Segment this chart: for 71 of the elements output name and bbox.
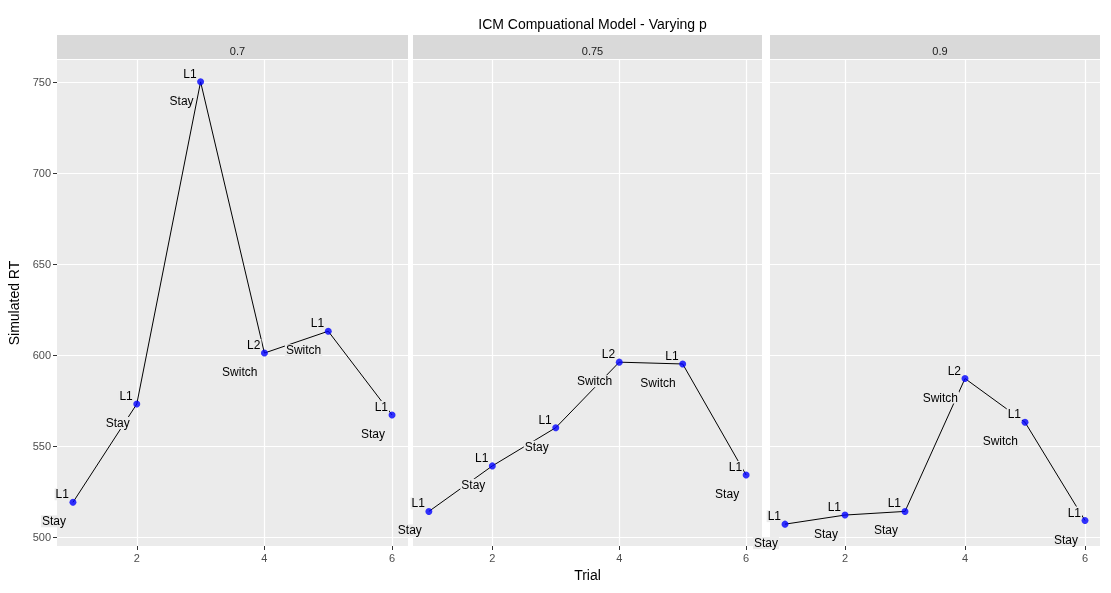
annotation: Stay	[715, 487, 740, 502]
annotation: Stay	[461, 477, 486, 492]
x-axis-title: Trial	[574, 566, 601, 583]
annotation: L1	[887, 496, 902, 511]
y-tick-label: 650	[32, 257, 51, 270]
annotation: Switch	[285, 343, 322, 358]
point	[961, 375, 969, 383]
annotation: Switch	[982, 434, 1018, 449]
chart-subtitle: 0.9	[932, 44, 948, 57]
chart-subtitle: 0.75	[581, 44, 604, 57]
annotation: Stay	[397, 523, 422, 538]
annotation: L1	[1007, 407, 1022, 422]
point	[552, 424, 560, 432]
annotation: Stay	[361, 426, 386, 441]
x-tick-label: 6	[743, 551, 750, 564]
point	[69, 498, 77, 506]
point	[488, 462, 496, 470]
chart-subtitle: 0.7	[229, 44, 246, 57]
chart-title: ICM Compuational Model - Varying p	[478, 16, 707, 32]
annotation: Switch	[222, 365, 258, 380]
annotation: Stay	[169, 93, 194, 108]
annotation: L2	[601, 347, 616, 362]
annotation: L2	[947, 363, 962, 378]
y-tick-label: 550	[32, 439, 51, 452]
y-axis-title: Simulated RT	[6, 260, 22, 346]
annotation: Switch	[640, 375, 676, 390]
x-tick-label: 4	[961, 551, 969, 564]
annotation: L1	[183, 66, 197, 81]
x-tick-label: 6	[388, 551, 396, 564]
annotation: L1	[728, 460, 743, 475]
annotation: L1	[374, 399, 389, 414]
point	[615, 358, 623, 366]
annotation: Switch	[922, 390, 958, 405]
point	[425, 507, 433, 515]
annotation: L1	[1067, 505, 1082, 520]
annotation: L1	[827, 500, 842, 515]
annotation: L1	[474, 450, 489, 465]
annotation: L2	[247, 338, 261, 353]
annotation: L1	[538, 412, 553, 427]
point	[260, 349, 268, 357]
y-tick-label: 500	[32, 530, 51, 543]
x-tick-label: 2	[841, 551, 849, 564]
point	[1021, 418, 1029, 426]
annotation: L1	[665, 348, 679, 363]
x-tick-label: 4	[261, 551, 268, 564]
point	[133, 400, 141, 408]
annotation: Stay	[1053, 532, 1078, 547]
y-tick-label: 600	[32, 348, 51, 361]
annotation: Stay	[524, 439, 549, 454]
annotation: Stay	[813, 527, 838, 542]
annotation: L1	[310, 316, 325, 331]
point	[324, 327, 332, 335]
annotation: L1	[411, 496, 426, 511]
x-tick-label: 6	[1081, 551, 1089, 564]
y-tick-label: 750	[32, 75, 51, 88]
annotation: Stay	[105, 416, 130, 431]
point	[679, 360, 687, 368]
annotation: L1	[767, 509, 782, 524]
annotation: Stay	[753, 536, 778, 551]
y-tick-label: 700	[32, 166, 51, 179]
point	[901, 507, 909, 515]
annotation: L1	[119, 389, 134, 404]
x-tick-label: 2	[133, 551, 140, 564]
point	[197, 78, 205, 86]
annotation: Stay	[873, 523, 898, 538]
x-tick-label: 4	[616, 551, 623, 564]
point	[1081, 517, 1089, 525]
x-tick-label: 2	[489, 551, 496, 564]
annotation: Switch	[576, 374, 613, 389]
annotation: Stay	[41, 514, 66, 529]
annotation: L1	[55, 487, 70, 502]
